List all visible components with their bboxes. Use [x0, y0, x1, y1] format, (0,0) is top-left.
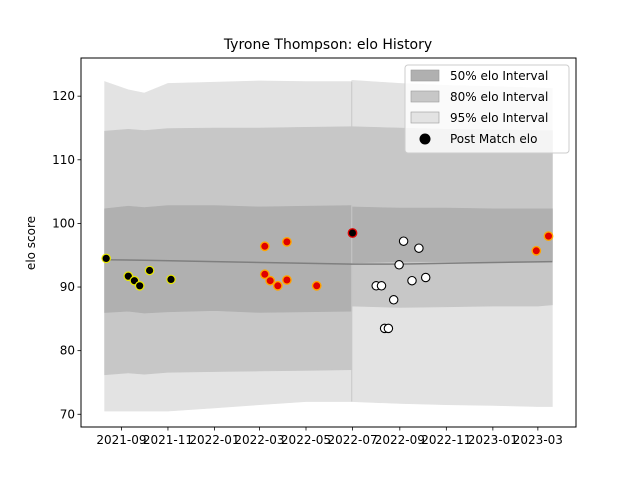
legend-label-p80: 80% elo Interval	[450, 90, 548, 104]
data-point	[347, 228, 358, 238]
chart-title: Tyrone Thompson: elo History	[223, 37, 432, 53]
data-point	[383, 323, 394, 334]
y-axis-label: elo score	[24, 216, 38, 270]
data-point	[259, 241, 270, 252]
data-point	[101, 253, 111, 264]
legend-swatch-p50	[410, 69, 440, 82]
data-point	[394, 260, 404, 270]
plot-frame	[80, 57, 577, 428]
data-point	[281, 236, 292, 247]
data-point	[531, 245, 542, 256]
y-axis: 70 80 90 100 110 120	[52, 89, 81, 421]
legend-label-post: Post Match elo	[450, 132, 537, 146]
x-tick-label: 2021-09	[96, 433, 146, 447]
data-point	[134, 280, 145, 291]
x-tick-label: 2022-07	[327, 433, 377, 447]
y-tick-label: 110	[52, 153, 75, 167]
legend-frame	[404, 64, 570, 154]
legend-marker-post-match	[419, 133, 431, 145]
data-point	[398, 236, 409, 246]
data-point	[272, 280, 283, 291]
x-tick-label: 2022-09	[375, 433, 425, 447]
data-point	[543, 231, 554, 242]
data-point	[311, 280, 322, 291]
legend: 50% elo Interval 80% elo Interval 95% elo …	[404, 64, 570, 154]
mean-elo-line	[104, 258, 553, 265]
p50-band-before	[104, 205, 353, 314]
y-tick-label: 80	[60, 344, 75, 358]
x-tick-label: 2023-03	[513, 433, 563, 447]
legend-swatch-p95	[410, 111, 440, 124]
x-tick-label: 2022-01	[189, 433, 239, 447]
data-point	[414, 243, 424, 253]
mean-line-group	[104, 258, 553, 265]
y-tick-label: 100	[52, 216, 75, 230]
data-point	[144, 265, 155, 276]
x-tick-label: 2022-11	[421, 433, 471, 447]
data-point	[420, 272, 431, 283]
x-tick-label: 2021-11	[143, 433, 193, 447]
data-point	[388, 295, 399, 305]
y-tick-label: 70	[60, 407, 75, 421]
legend-label-p95: 95% elo Interval	[450, 111, 548, 125]
y-tick-label: 90	[60, 280, 75, 294]
x-axis: 2021-092021-112022-012022-032022-052022-…	[96, 427, 563, 447]
data-point	[407, 275, 417, 286]
data-point	[376, 281, 387, 291]
data-point	[259, 269, 270, 280]
data-point	[265, 275, 276, 286]
p50-band-after	[351, 206, 553, 264]
y-tick-label: 120	[52, 89, 75, 103]
legend-swatch-p80	[410, 90, 440, 103]
legend-label-p50: 50% elo Interval	[450, 69, 548, 83]
x-tick-label: 2022-03	[234, 433, 284, 447]
data-point	[281, 275, 292, 285]
x-tick-label: 2022-05	[281, 433, 331, 447]
data-points	[101, 228, 554, 334]
data-point	[166, 274, 176, 285]
x-tick-label: 2023-01	[468, 433, 518, 447]
